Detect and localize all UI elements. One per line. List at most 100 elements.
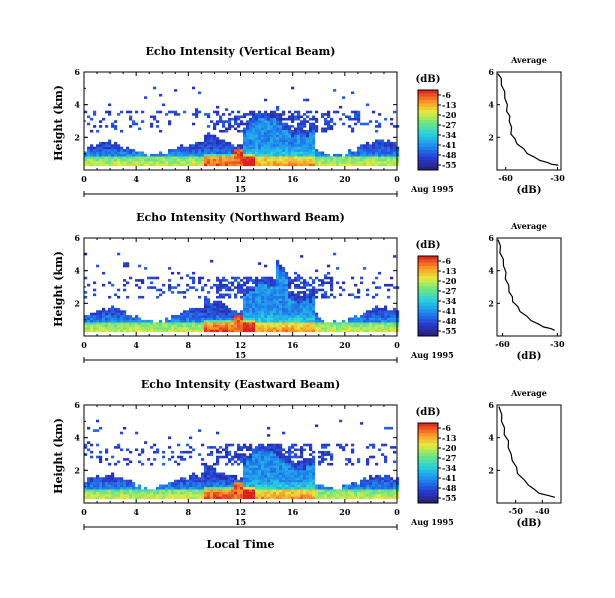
- echo-cell: [270, 122, 274, 126]
- echo-cell: [84, 110, 88, 114]
- echo-cell: [324, 129, 328, 133]
- echo-cell: [222, 279, 226, 282]
- echo-cell: [390, 322, 394, 325]
- echo-cell: [120, 431, 124, 435]
- echo-cell: [105, 319, 109, 323]
- echo-cell: [255, 153, 259, 157]
- echo-cell: [324, 158, 328, 162]
- echo-cell: [240, 153, 244, 157]
- echo-cell: [168, 120, 172, 123]
- echo-cell: [270, 474, 274, 478]
- echo-cell: [375, 322, 379, 325]
- echo-cell: [270, 117, 274, 121]
- echo-cell: [159, 153, 163, 157]
- echo-cell: [114, 482, 118, 485]
- echo-cell: [228, 327, 232, 330]
- echo-cell: [99, 163, 103, 167]
- echo-cell: [210, 120, 214, 123]
- echo-cell: [192, 144, 196, 147]
- echo-cell: [378, 271, 382, 275]
- echo-cell: [390, 310, 394, 313]
- echo-cell: [360, 489, 364, 492]
- echo-cell: [336, 156, 340, 159]
- echo-cell: [102, 161, 106, 164]
- echo-cell: [99, 486, 103, 490]
- echo-cell: [219, 288, 223, 292]
- echo-cell: [99, 482, 103, 485]
- echo-cell: [108, 163, 112, 167]
- echo-cell: [216, 153, 220, 157]
- echo-cell: [273, 319, 277, 323]
- echo-cell: [192, 307, 196, 311]
- echo-cell: [294, 496, 298, 500]
- echo-cell: [135, 315, 139, 318]
- echo-cell: [96, 315, 100, 318]
- echo-cell: [87, 494, 91, 497]
- echo-cell: [324, 494, 328, 497]
- echo-cell: [372, 496, 376, 500]
- echo-cell: [255, 491, 259, 495]
- echo-cell: [306, 163, 310, 167]
- colorbar-swatch: [418, 160, 438, 164]
- echo-cell: [114, 163, 118, 167]
- echo-cell: [342, 494, 346, 497]
- echo-cell: [240, 115, 244, 119]
- echo-cell: [393, 494, 397, 497]
- echo-cell: [198, 329, 202, 333]
- echo-cell: [372, 489, 376, 492]
- echo-cell: [228, 482, 232, 485]
- echo-cell: [123, 479, 127, 483]
- echo-cell: [372, 477, 376, 480]
- echo-cell: [225, 317, 229, 321]
- echo-cell: [282, 146, 286, 150]
- echo-cell: [138, 163, 142, 167]
- echo-cell: [321, 455, 325, 459]
- echo-cell: [270, 110, 274, 114]
- echo-cell: [90, 477, 94, 480]
- echo-cell: [273, 113, 277, 116]
- echo-cell: [309, 117, 313, 121]
- echo-cell: [264, 482, 268, 485]
- echo-cell: [246, 300, 250, 304]
- echo-cell: [90, 319, 94, 323]
- echo-cell: [300, 276, 304, 280]
- echo-cell: [204, 295, 208, 299]
- echo-cell: [123, 458, 127, 461]
- echo-cell: [90, 327, 94, 330]
- echo-cell: [93, 281, 97, 285]
- echo-cell: [252, 115, 256, 119]
- echo-cell: [273, 122, 277, 126]
- echo-cell: [258, 291, 262, 294]
- echo-cell: [156, 324, 160, 328]
- echo-cell: [261, 158, 265, 162]
- echo-cell: [393, 151, 397, 155]
- echo-cell: [315, 269, 319, 273]
- echo-cell: [387, 283, 391, 287]
- echo-cell: [306, 467, 310, 471]
- echo-cell: [219, 117, 223, 121]
- echo-cell: [207, 329, 211, 333]
- echo-cell: [348, 125, 352, 128]
- echo-cell: [291, 443, 295, 447]
- echo-cell: [228, 149, 232, 152]
- echo-cell: [312, 158, 316, 162]
- echo-cell: [246, 146, 250, 150]
- echo-cell: [264, 479, 268, 483]
- echo-cell: [351, 129, 355, 133]
- echo-cell: [315, 156, 319, 159]
- echo-cell: [90, 491, 94, 495]
- echo-cell: [330, 462, 334, 466]
- echo-cell: [159, 129, 163, 133]
- echo-cell: [243, 151, 247, 155]
- echo-cell: [216, 479, 220, 483]
- echo-cell: [177, 161, 181, 164]
- echo-cell: [270, 303, 274, 306]
- echo-cell: [309, 315, 313, 318]
- echo-cell: [303, 317, 307, 321]
- echo-cell: [87, 324, 91, 328]
- echo-cell: [348, 319, 352, 323]
- echo-cell: [288, 151, 292, 155]
- echo-cell: [348, 458, 352, 461]
- echo-cell: [168, 482, 172, 485]
- echo-cell: [279, 467, 283, 471]
